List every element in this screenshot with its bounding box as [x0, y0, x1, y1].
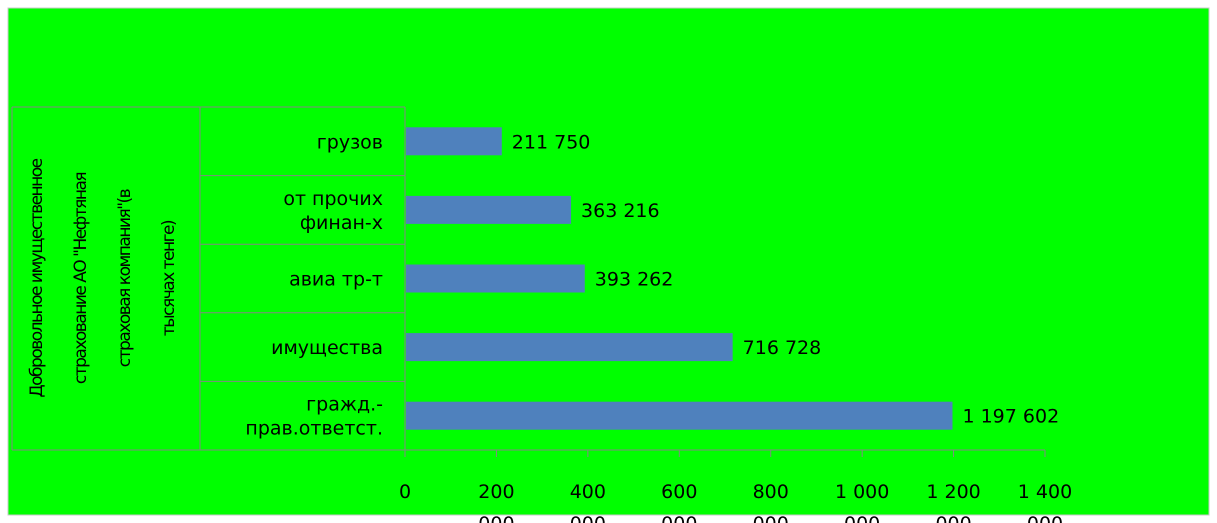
value-axis-tick-label: 800: [753, 481, 789, 503]
category-label: от прочих: [283, 188, 383, 210]
value-axis-tick-label-line2: 000: [753, 513, 789, 523]
data-label: 211 750: [512, 131, 591, 153]
value-axis-tick-label: 400: [570, 481, 606, 503]
labels-layer: 0 200 000 400 000 600 000 800 000 1 000 000 1 200 00…: [27, 131, 1072, 523]
category-label: гражд.-: [306, 394, 383, 416]
value-axis-tick-label-line2: 000: [478, 513, 514, 523]
category-label: имущества: [271, 337, 383, 359]
category-label: грузов: [317, 131, 383, 153]
category-label: финан-х: [300, 212, 383, 234]
bar: [406, 195, 572, 224]
data-label: 393 262: [595, 269, 674, 291]
bar: [406, 401, 953, 430]
value-axis-tick-label-line2: 000: [1027, 513, 1063, 523]
value-axis-tick-label: 1 400: [1018, 481, 1072, 503]
value-axis-tick-label: 1 000: [835, 481, 889, 503]
category-label: авиа тр-т: [289, 269, 383, 291]
chart-background: [7, 7, 1210, 516]
group-label-line: Добровольное имущественное: [27, 158, 47, 397]
bar: [406, 127, 502, 156]
value-axis-tick-label-line2: 000: [661, 513, 697, 523]
group-label-line: страховая компания"(в: [115, 188, 135, 367]
value-axis-tick-label-line2: 000: [570, 513, 606, 523]
value-axis-tick-label-line2: 000: [844, 513, 880, 523]
axis-layer: [11, 106, 1046, 457]
bar: [406, 264, 585, 293]
group-label-line: страхование АО "Нефтяная: [71, 173, 91, 385]
value-axis-tick-label: 1 200: [926, 481, 980, 503]
value-axis-tick-label-line2: 000: [935, 513, 971, 523]
group-label-line: тысячах тенге): [159, 220, 179, 336]
bar: [406, 333, 733, 362]
value-axis-tick-label: 600: [661, 481, 697, 503]
value-axis-tick-label: 200: [478, 481, 514, 503]
value-axis-tick-label: 0: [399, 481, 411, 503]
data-label: 1 197 602: [962, 406, 1059, 428]
data-label: 363 216: [581, 200, 660, 222]
category-label: прав.ответст.: [245, 418, 383, 440]
bars-layer: [406, 127, 953, 430]
data-label: 716 728: [743, 337, 822, 359]
